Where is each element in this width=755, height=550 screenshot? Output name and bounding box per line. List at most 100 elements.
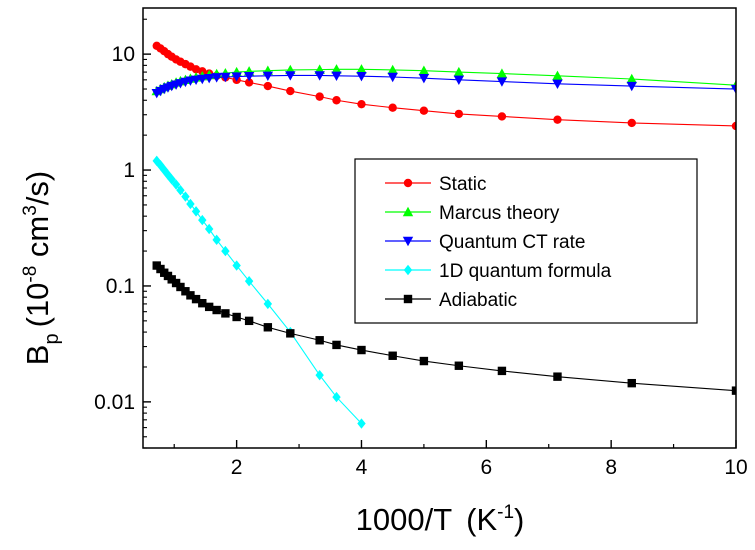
data-point (453, 66, 465, 77)
y-tick-label: 10 (112, 43, 135, 66)
legend-marker (403, 264, 413, 276)
data-point (731, 386, 736, 395)
data-point (731, 121, 736, 131)
data-point (263, 323, 273, 332)
x-axis: 2 4 6 8 10 (173, 440, 748, 479)
data-point (418, 73, 430, 84)
data-point (220, 72, 231, 83)
data-point (626, 81, 637, 92)
data-point (167, 174, 176, 185)
data-point (262, 71, 274, 82)
data-point (191, 294, 201, 304)
data-point (243, 72, 255, 82)
legend-item: Quantum CT rate (385, 232, 585, 253)
data-point (357, 99, 366, 109)
y-axis-title-B: B (20, 345, 55, 366)
data-point (221, 245, 230, 257)
data-point (221, 309, 230, 318)
series-line (156, 68, 736, 92)
data-point (176, 185, 185, 196)
data-point (232, 312, 241, 322)
legend-item: Static (385, 174, 487, 195)
data-point (203, 73, 215, 84)
data-point (211, 73, 222, 83)
data-point (387, 72, 398, 83)
data-point (181, 287, 190, 296)
legend-item: Marcus theory (385, 203, 560, 224)
data-point (314, 71, 325, 81)
x-tick-label: 6 (480, 456, 492, 479)
legend-item: 1D quantum formula (385, 261, 612, 282)
data-point (152, 155, 161, 167)
data-point (171, 179, 181, 190)
y-axis-title-cm: cm (20, 216, 55, 266)
data-point (197, 74, 208, 85)
data-point (176, 282, 185, 292)
series-line (156, 45, 736, 127)
legend-label: 1D quantum formula (439, 261, 612, 282)
data-point (331, 64, 342, 74)
y-tick-label: 0.1 (106, 275, 135, 298)
x-axis-title-unit-close: ) (514, 502, 524, 537)
data-point (553, 372, 562, 381)
x-axis-title-unit-open: (K (466, 502, 497, 537)
data-point (204, 223, 214, 235)
y-tick-label: 0.01 (94, 391, 135, 414)
plot-frame (142, 7, 737, 449)
data-point (497, 112, 507, 121)
series-line (156, 74, 736, 94)
x-tick-label: 2 (231, 456, 243, 479)
y-axis-title-close: /s) (20, 171, 55, 205)
data-point (212, 305, 221, 315)
data-point (388, 103, 397, 112)
data-point (181, 191, 190, 202)
data-point (419, 356, 429, 366)
y-axis: 0.01 0.1 1 10 (94, 18, 151, 449)
data-point (198, 214, 207, 226)
data-point (286, 329, 295, 338)
data-point (627, 378, 636, 388)
data-point (627, 118, 636, 128)
legend-label: Static (439, 174, 487, 195)
data-point (331, 71, 342, 82)
data-point (454, 361, 464, 370)
x-axis-title: 1000/T (K-1) (356, 502, 525, 537)
data-point (285, 71, 296, 81)
data-point (357, 345, 366, 355)
legend-label: Marcus theory (439, 203, 560, 224)
x-tick-label: 10 (724, 456, 747, 479)
data-point (552, 70, 563, 81)
data-point (357, 418, 366, 429)
series-layer (151, 41, 736, 429)
y-tick-label: 1 (123, 159, 135, 182)
y-axis-title-open: (10 (20, 283, 55, 328)
data-point (553, 115, 562, 124)
data-point (388, 351, 397, 360)
y-axis-title-exp: -8 (20, 266, 41, 283)
data-point (167, 275, 176, 284)
data-point (332, 340, 341, 350)
x-tick-label: 8 (605, 456, 617, 479)
data-point (496, 77, 508, 87)
data-point (263, 81, 273, 91)
legend-marker (402, 236, 414, 247)
legend-marker (403, 294, 413, 304)
data-point (198, 298, 207, 308)
data-point (315, 336, 324, 345)
data-point (497, 366, 507, 376)
series-4 (152, 261, 736, 395)
data-point (356, 64, 367, 74)
data-point (418, 65, 430, 75)
legend-marker (402, 206, 414, 217)
series-3 (152, 155, 366, 429)
legend-item: Adiabatic (385, 290, 517, 311)
data-point (419, 106, 429, 115)
data-point (204, 302, 214, 312)
data-point (552, 79, 563, 89)
data-point (190, 75, 202, 86)
legend: Static Marcus theory Quantum CT rate 1D qua… (354, 158, 698, 324)
legend-label: Quantum CT rate (439, 232, 585, 253)
legend-marker (403, 178, 413, 188)
data-point (496, 68, 508, 78)
